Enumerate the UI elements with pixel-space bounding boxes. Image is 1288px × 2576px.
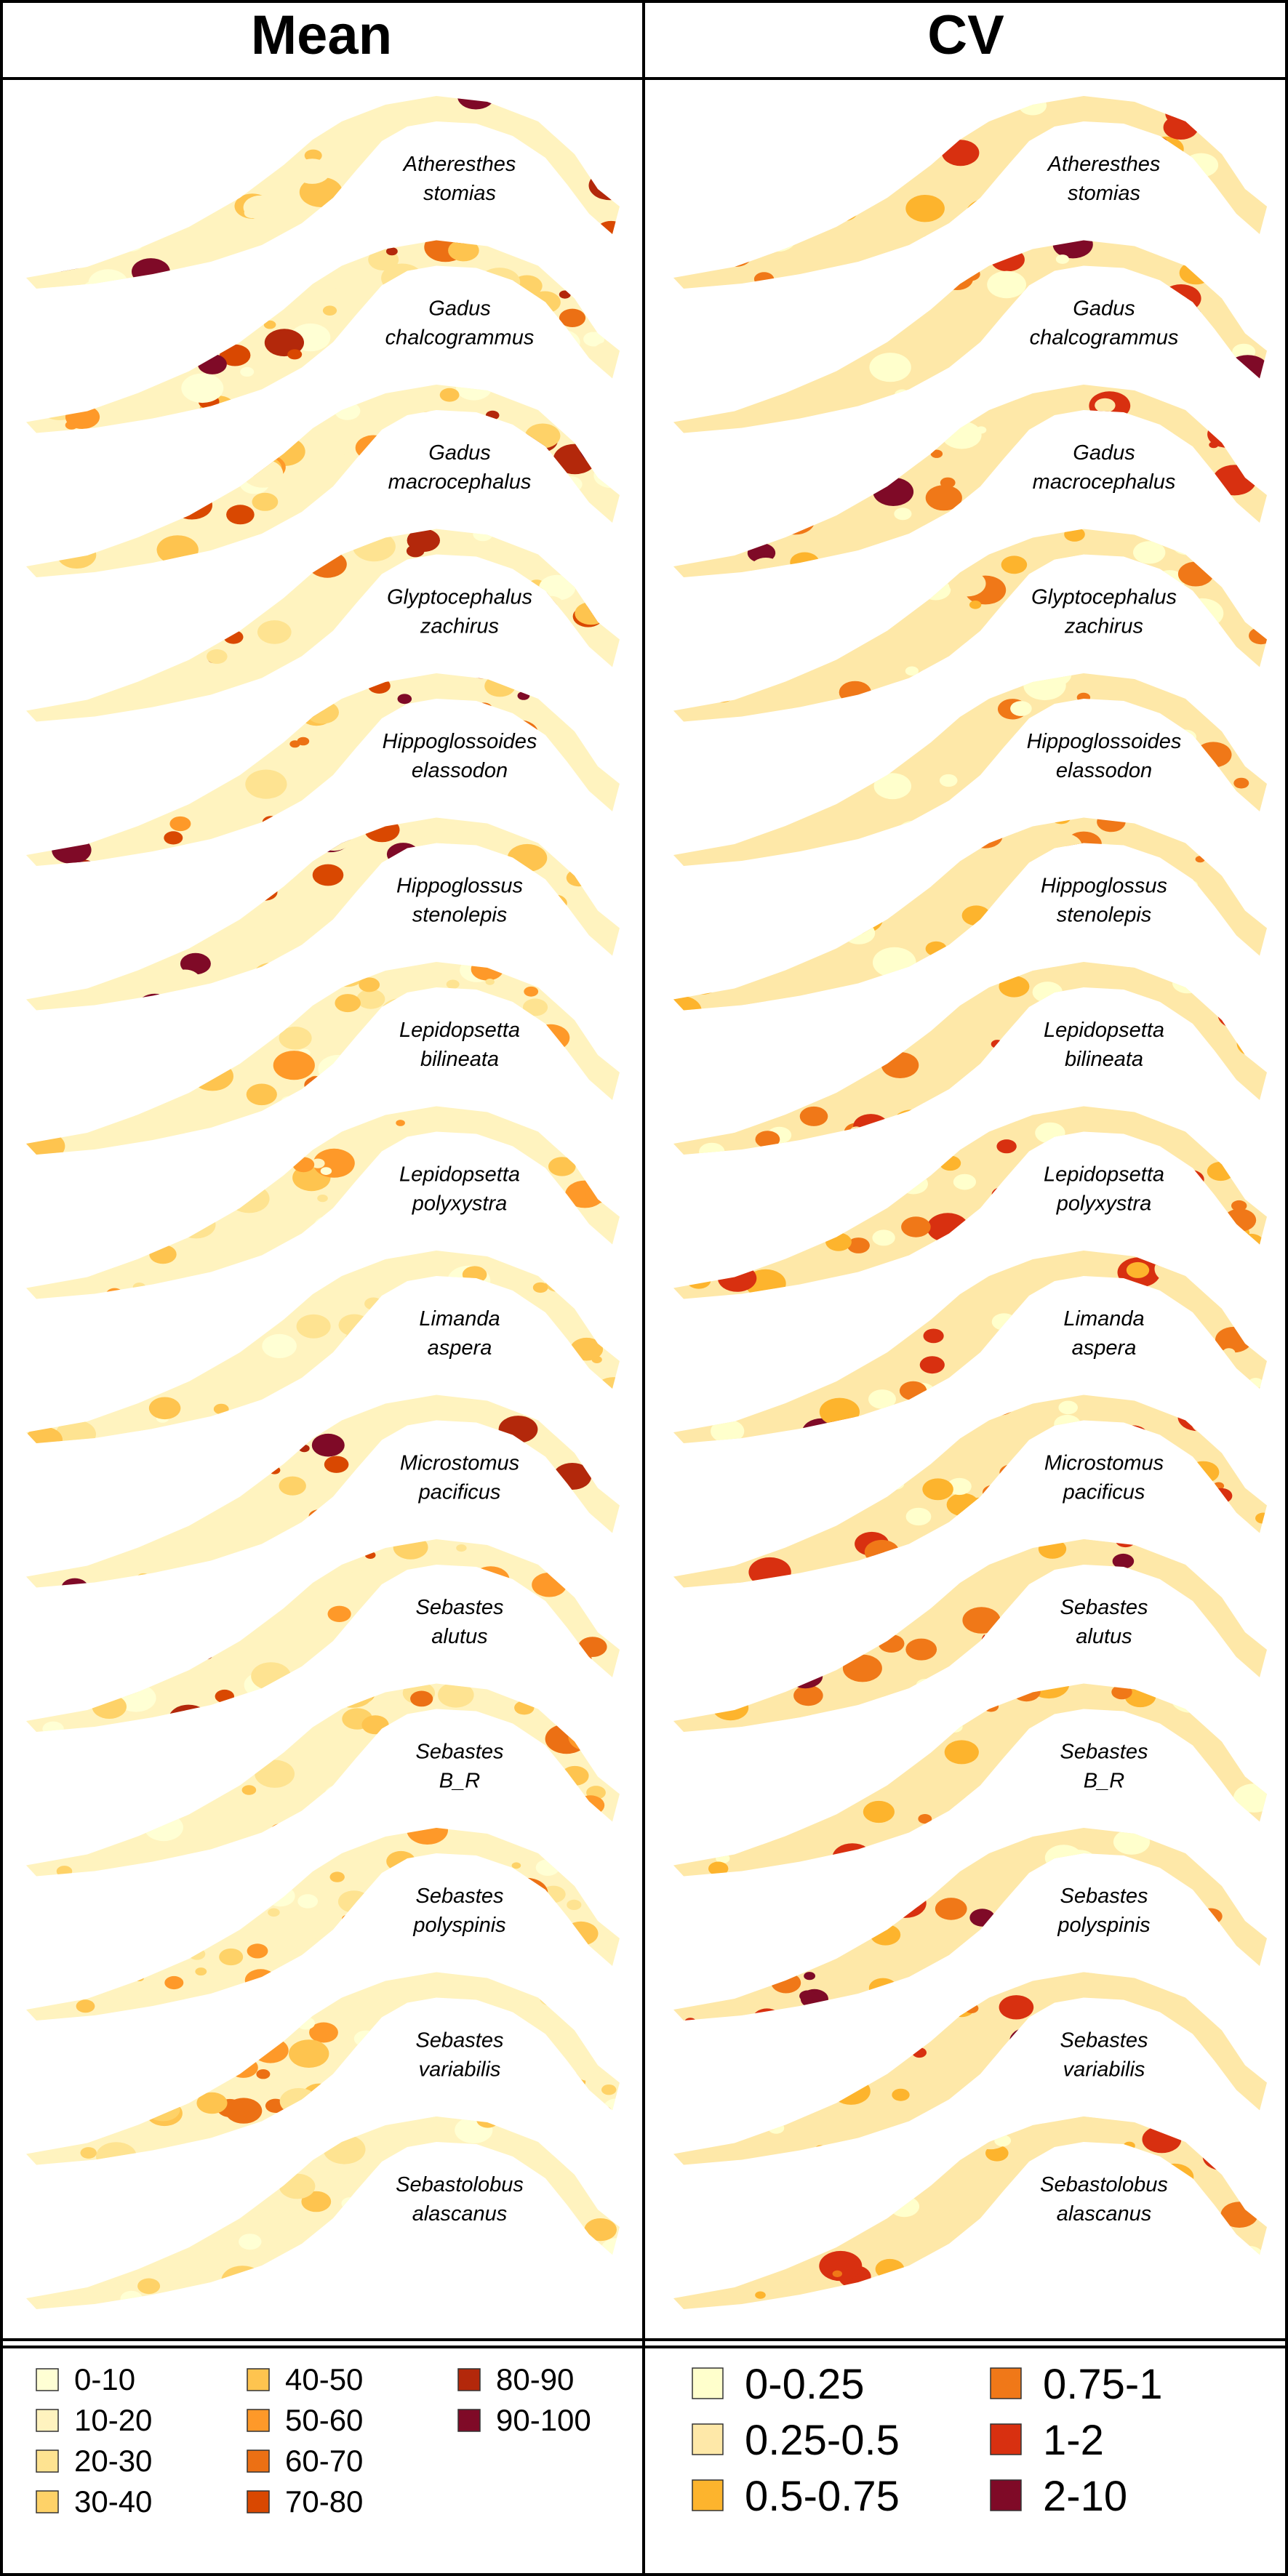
legend-mean-swatch <box>457 2368 481 2391</box>
species-genus-label: Sebastes <box>416 1885 504 1908</box>
species-genus-label: Glyptocephalus <box>387 586 532 609</box>
species-genus-label: Sebastolobus <box>396 2173 524 2196</box>
species-genus-label: Sebastes <box>1060 2029 1148 2053</box>
legend-mean-swatch <box>457 2409 481 2432</box>
species-genus-label: Microstomus <box>400 1452 519 1475</box>
species-epithet-label: polyspinis <box>1057 1914 1150 1937</box>
species-epithet-label: macrocephalus <box>1033 470 1176 494</box>
species-genus-label: Limanda <box>1063 1307 1144 1331</box>
legend-cv-label: 0.5-0.75 <box>745 2473 900 2520</box>
header-cv: CV <box>927 4 1004 66</box>
species-epithet-label: alutus <box>1076 1625 1132 1648</box>
species-genus-label: Lepidopsetta <box>399 1163 520 1187</box>
legend-mean-swatch <box>36 2490 59 2513</box>
legend-mean-label: 70-80 <box>285 2484 363 2519</box>
species-epithet-label: pacificus <box>1063 1481 1145 1504</box>
species-epithet-label: zachirus <box>1064 615 1143 638</box>
species-genus-label: Atheresthes <box>402 153 516 176</box>
species-epithet-label: stenolepis <box>1057 904 1152 927</box>
species-epithet-label: alascanus <box>1057 2202 1152 2226</box>
species-genus-label: Atheresthes <box>1047 153 1161 176</box>
species-epithet-label: stomias <box>1068 182 1140 205</box>
legend-cv-swatch <box>692 2479 724 2511</box>
species-genus-label: Sebastes <box>416 2029 504 2053</box>
species-genus-label: Glyptocephalus <box>1031 586 1177 609</box>
species-epithet-label: pacificus <box>418 1481 501 1504</box>
legend-mean-label: 30-40 <box>74 2484 152 2519</box>
legend-mean-label: 40-50 <box>285 2362 363 2396</box>
legend-mean: 0-10 10-20 20-30 30-40 40-50 50-60 60-70 70-80 8… <box>36 2362 591 2519</box>
species-genus-label: Hippoglossus <box>396 875 523 898</box>
legend-cv-swatch <box>990 2367 1022 2399</box>
header-mean: Mean <box>251 4 392 66</box>
legend-cv-swatch <box>692 2423 724 2455</box>
species-epithet-label: stenolepis <box>412 904 508 927</box>
legend-cv-swatch <box>990 2423 1022 2455</box>
legend-mean-label: 60-70 <box>285 2444 363 2478</box>
legend-mean-swatch <box>36 2449 59 2473</box>
legend-cv-label: 0-0.25 <box>745 2361 864 2408</box>
legend-cv-label: 1-2 <box>1043 2417 1104 2464</box>
species-epithet-label: variabilis <box>1063 2058 1145 2082</box>
species-epithet-label: aspera <box>428 1336 492 1360</box>
species-epithet-label: polyxystra <box>412 1192 508 1216</box>
species-genus-label: Lepidopsetta <box>1044 1019 1164 1042</box>
species-epithet-label: chalcogrammus <box>385 326 535 350</box>
legend-mean-swatch <box>247 2490 270 2513</box>
legend-cv-swatch <box>692 2367 724 2399</box>
legend-mean-label: 50-60 <box>285 2403 363 2437</box>
species-epithet-label: bilineata <box>420 1048 499 1071</box>
legend-cv-label: 0.25-0.5 <box>745 2417 900 2464</box>
species-genus-label: Sebastes <box>1060 1741 1148 1764</box>
species-epithet-label: chalcogrammus <box>1030 326 1179 350</box>
legend-cv-label: 2-10 <box>1043 2473 1127 2520</box>
species-genus-label: Hippoglossoides <box>1027 730 1182 753</box>
legend-cv-swatch <box>990 2479 1022 2511</box>
species-genus-label: Gadus <box>428 297 490 321</box>
legend-mean-label: 90-100 <box>496 2403 591 2437</box>
species-genus-label: Sebastolobus <box>1040 2173 1168 2196</box>
legend-cv-label: 0.75-1 <box>1043 2361 1162 2408</box>
species-genus-label: Sebastes <box>1060 1596 1148 1619</box>
species-genus-label: Gadus <box>1073 441 1135 465</box>
species-epithet-label: alutus <box>431 1625 487 1648</box>
legend-mean-label: 20-30 <box>74 2444 152 2478</box>
species-genus-label: Sebastes <box>416 1596 504 1619</box>
species-epithet-label: B_R <box>1084 1770 1124 1793</box>
legend-mean-swatch <box>247 2409 270 2432</box>
species-genus-label: Gadus <box>428 441 490 465</box>
species-genus-label: Lepidopsetta <box>1044 1163 1164 1187</box>
species-genus-label: Sebastes <box>416 1741 504 1764</box>
species-epithet-label: polyspinis <box>412 1914 505 1937</box>
legend-mean-swatch <box>36 2368 59 2391</box>
legend-cv: 0-0.25 0.25-0.5 0.5-0.75 0.75-1 1-2 2-10 <box>692 2361 1162 2520</box>
species-genus-label: Lepidopsetta <box>399 1019 520 1042</box>
legend-mean-label: 0-10 <box>74 2362 135 2396</box>
species-epithet-label: alascanus <box>412 2202 508 2226</box>
species-epithet-label: elassodon <box>1056 759 1152 782</box>
species-epithet-label: variabilis <box>419 2058 501 2082</box>
species-epithet-label: macrocephalus <box>388 470 532 494</box>
legend-mean-label: 80-90 <box>496 2362 574 2396</box>
species-epithet-label: stomias <box>423 182 496 205</box>
legend-mean-swatch <box>36 2409 59 2432</box>
species-genus-label: Sebastes <box>1060 1885 1148 1908</box>
species-epithet-label: zachirus <box>420 615 499 638</box>
species-genus-label: Gadus <box>1073 297 1135 321</box>
legend-mean-label: 10-20 <box>74 2403 152 2437</box>
species-genus-label: Limanda <box>419 1307 500 1331</box>
species-epithet-label: B_R <box>439 1770 480 1793</box>
species-epithet-label: bilineata <box>1065 1048 1143 1071</box>
species-genus-label: Hippoglossoides <box>383 730 537 753</box>
species-epithet-label: polyxystra <box>1056 1192 1152 1216</box>
legend-mean-swatch <box>247 2449 270 2473</box>
species-epithet-label: elassodon <box>412 759 508 782</box>
species-genus-label: Microstomus <box>1044 1452 1164 1475</box>
species-genus-label: Hippoglossus <box>1041 875 1167 898</box>
legend-mean-swatch <box>247 2368 270 2391</box>
species-epithet-label: aspera <box>1072 1336 1137 1360</box>
